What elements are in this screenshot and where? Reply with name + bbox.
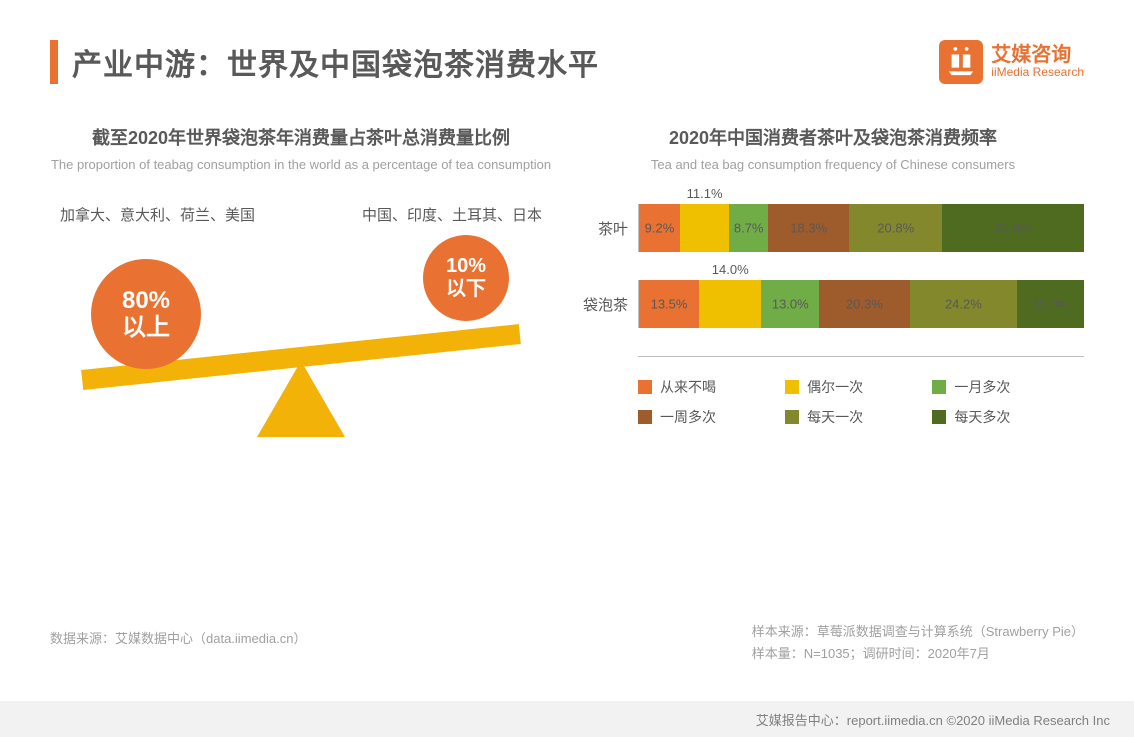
footer-text: 艾媒报告中心：report.iimedia.cn ©2020 iiMedia R…: [756, 710, 1110, 729]
legend-swatch: [932, 410, 946, 424]
bar-body: 9.2% 11.1% 8.7% 18.3% 20.8% 31.9%: [638, 204, 1084, 252]
bar-segment-label: 11.1%: [687, 186, 723, 201]
right-panel: 2020年中国消费者茶叶及袋泡茶消费频率 Tea and tea bag con…: [582, 124, 1084, 524]
bar-segment: 9.2%: [639, 204, 680, 252]
group-b-label: 中国、印度、土耳其、日本: [362, 204, 542, 225]
ball-small-pct: 10%: [446, 255, 486, 278]
bar-segment: 11.1%: [680, 204, 729, 252]
legend-item: 每天多次: [932, 407, 1079, 427]
bar-segment-label: 24.2%: [945, 297, 982, 312]
bar-row-label: 袋泡茶: [582, 294, 638, 315]
logo-icon: [939, 40, 983, 84]
left-title-cn: 截至2020年世界袋泡茶年消费量占茶叶总消费量比例: [50, 124, 552, 150]
bar-segment-label: 18.3%: [790, 221, 827, 236]
bar-segment-label: 20.8%: [877, 221, 914, 236]
chart-legend: 从来不喝 偶尔一次 一月多次一周多次 每天一次 每天多次: [638, 377, 1084, 427]
legend-item: 一周多次: [638, 407, 785, 427]
page-title: 产业中游：世界及中国袋泡茶消费水平: [72, 40, 599, 84]
legend-label: 一周多次: [660, 407, 716, 427]
legend-swatch: [785, 380, 799, 394]
legend-label: 每天多次: [954, 407, 1010, 427]
legend-swatch: [932, 380, 946, 394]
ball-10-percent: 10% 以下: [423, 235, 509, 321]
bar-segment-label: 20.3%: [846, 297, 883, 312]
group-a-label: 加拿大、意大利、荷兰、美国: [60, 204, 255, 225]
legend-label: 从来不喝: [660, 377, 716, 397]
ball-80-percent: 80% 以上: [91, 259, 201, 369]
bar-segment-label: 31.9%: [995, 221, 1032, 236]
bar-segment: 24.2%: [910, 280, 1018, 328]
legend-label: 偶尔一次: [807, 377, 863, 397]
footer: 艾媒报告中心：report.iimedia.cn ©2020 iiMedia R…: [0, 701, 1134, 737]
bar-segment: 20.3%: [819, 280, 909, 328]
source-right-line1: 样本来源：草莓派数据调查与计算系统（Strawberry Pie）: [752, 621, 1084, 643]
chart-axis: [638, 356, 1084, 357]
accent-bar: [50, 40, 58, 84]
bar-segment-label: 15.0%: [1032, 297, 1069, 312]
bar-segment: 18.3%: [768, 204, 849, 252]
bar-segment-label: 13.5%: [651, 297, 688, 312]
ball-big-pct: 80%: [122, 287, 170, 315]
bar-segment: 13.5%: [639, 280, 699, 328]
legend-swatch: [785, 410, 799, 424]
bar-row-label: 茶叶: [582, 218, 638, 239]
source-right: 样本来源：草莓派数据调查与计算系统（Strawberry Pie） 样本量：N=…: [752, 621, 1084, 665]
seesaw-pivot: [257, 361, 345, 437]
legend-item: 从来不喝: [638, 377, 785, 397]
legend-swatch: [638, 380, 652, 394]
legend-label: 一月多次: [954, 377, 1010, 397]
bar-row: 茶叶 9.2% 11.1% 8.7% 18.3% 20.8% 31.9%: [582, 204, 1084, 252]
ball-big-sfx: 以上: [122, 314, 170, 342]
legend-label: 每天一次: [807, 407, 863, 427]
bar-segment: 20.8%: [849, 204, 942, 252]
legend-swatch: [638, 410, 652, 424]
bar-segment-label: 14.0%: [712, 262, 749, 277]
source-right-line2: 样本量：N=1035；调研时间：2020年7月: [752, 643, 1084, 665]
title-block: 产业中游：世界及中国袋泡茶消费水平: [50, 40, 599, 84]
bar-segment-label: 13.0%: [772, 297, 809, 312]
seesaw-infographic: 加拿大、意大利、荷兰、美国 中国、印度、土耳其、日本 80% 以上 10% 以下: [50, 204, 552, 524]
logo-text-en: iiMedia Research: [991, 66, 1084, 79]
left-title-en: The proportion of teabag consumption in …: [50, 156, 552, 174]
left-panel: 截至2020年世界袋泡茶年消费量占茶叶总消费量比例 The proportion…: [50, 124, 552, 524]
bar-segment: 13.0%: [761, 280, 819, 328]
logo-text-cn: 艾媒咨询: [991, 44, 1084, 66]
ball-small-sfx: 以下: [446, 278, 486, 301]
bar-segment: 14.0%: [699, 280, 761, 328]
source-left: 数据来源：艾媒数据中心（data.iimedia.cn）: [50, 628, 306, 647]
legend-item: 每天一次: [785, 407, 932, 427]
right-title-cn: 2020年中国消费者茶叶及袋泡茶消费频率: [582, 124, 1084, 150]
right-title-en: Tea and tea bag consumption frequency of…: [582, 156, 1084, 174]
bar-segment-label: 9.2%: [645, 221, 675, 236]
bar-segment: 31.9%: [942, 204, 1084, 252]
stacked-bar-chart: 茶叶 9.2% 11.1% 8.7% 18.3% 20.8% 31.9% 袋泡茶 13.5% 14…: [582, 204, 1084, 328]
legend-item: 偶尔一次: [785, 377, 932, 397]
bar-row: 袋泡茶 13.5% 14.0% 13.0% 20.3% 24.2% 15.0%: [582, 280, 1084, 328]
bar-segment: 8.7%: [729, 204, 768, 252]
bar-segment-label: 8.7%: [734, 221, 764, 236]
header: 产业中游：世界及中国袋泡茶消费水平 艾媒咨询 iiMedia Research: [0, 0, 1134, 84]
bar-body: 13.5% 14.0% 13.0% 20.3% 24.2% 15.0%: [638, 280, 1084, 328]
legend-item: 一月多次: [932, 377, 1079, 397]
brand-logo: 艾媒咨询 iiMedia Research: [939, 40, 1084, 84]
bar-segment: 15.0%: [1017, 280, 1084, 328]
